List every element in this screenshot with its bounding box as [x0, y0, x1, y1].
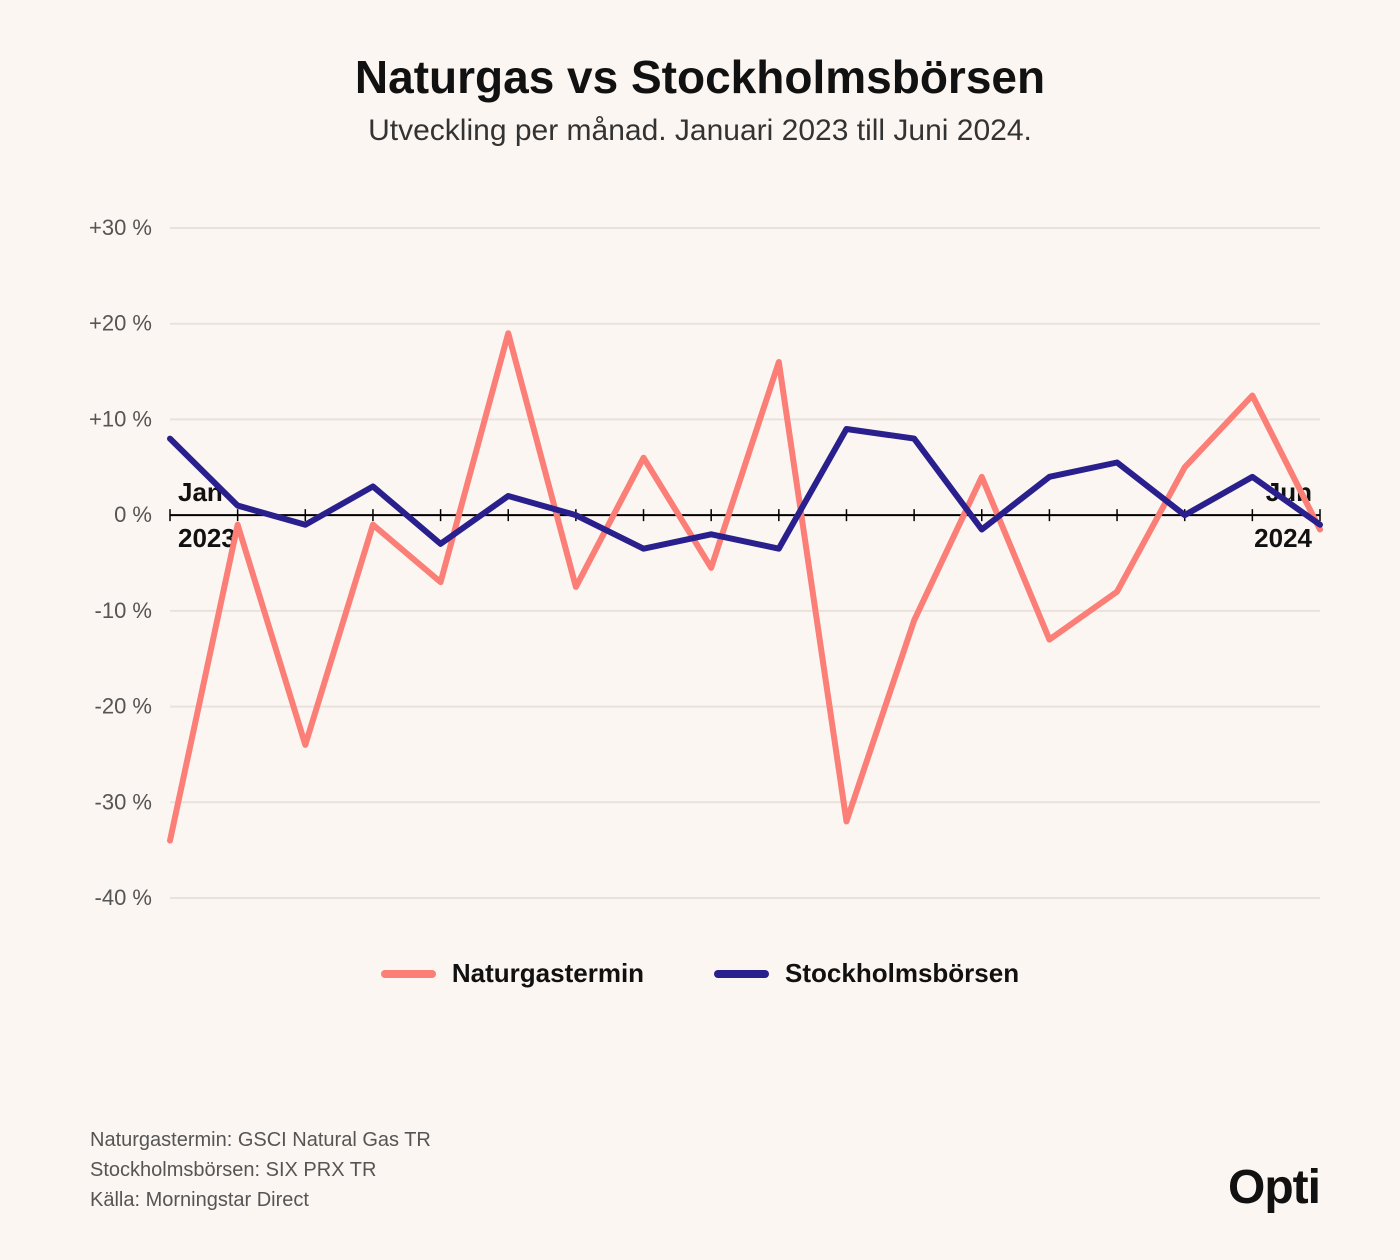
y-tick-label: -10 %: [95, 598, 152, 623]
legend-swatch: [381, 970, 436, 978]
footnote-line: Naturgastermin: GSCI Natural Gas TR: [90, 1125, 431, 1155]
y-tick-label: +10 %: [89, 406, 152, 431]
legend-label: Naturgastermin: [452, 958, 644, 989]
line-chart-svg: -40 %-30 %-20 %-10 %0 %+10 %+20 %+30 %Ja…: [60, 218, 1340, 918]
chart-title: Naturgas vs Stockholmsbörsen: [60, 50, 1340, 104]
legend-swatch: [714, 970, 769, 978]
y-tick-label: +20 %: [89, 311, 152, 336]
chart-subtitle: Utveckling per månad. Januari 2023 till …: [60, 114, 1340, 148]
y-tick-label: 0 %: [114, 502, 152, 527]
chart-area: -40 %-30 %-20 %-10 %0 %+10 %+20 %+30 %Ja…: [60, 218, 1340, 918]
footnotes: Naturgastermin: GSCI Natural Gas TRStock…: [90, 1125, 431, 1215]
chart-card: Naturgas vs Stockholmsbörsen Utveckling …: [0, 0, 1400, 1260]
legend-item: Naturgastermin: [381, 958, 644, 989]
y-tick-label: -30 %: [95, 789, 152, 814]
legend-label: Stockholmsbörsen: [785, 958, 1019, 989]
y-tick-label: +30 %: [89, 218, 152, 240]
footnote-line: Källa: Morningstar Direct: [90, 1185, 431, 1215]
series-line: [170, 333, 1320, 840]
x-start-label-bottom: 2023: [178, 523, 236, 553]
y-tick-label: -20 %: [95, 694, 152, 719]
y-tick-label: -40 %: [95, 885, 152, 910]
x-end-label-bottom: 2024: [1254, 523, 1312, 553]
brand-logo: Opti: [1228, 1160, 1320, 1215]
legend-item: Stockholmsbörsen: [714, 958, 1019, 989]
legend: Naturgastermin Stockholmsbörsen: [60, 958, 1340, 989]
footnote-line: Stockholmsbörsen: SIX PRX TR: [90, 1155, 431, 1185]
